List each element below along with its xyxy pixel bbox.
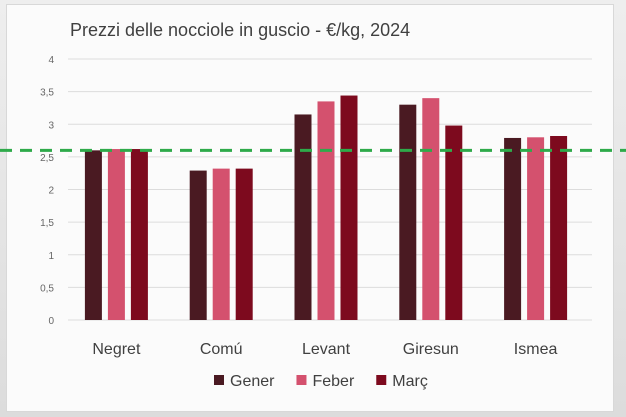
bar-gener-levant	[294, 114, 312, 321]
category-label: Comú	[200, 341, 243, 358]
y-tick-label: 0,5	[40, 283, 54, 294]
legend-label: Març	[392, 373, 428, 390]
legend-swatch-gener	[214, 375, 224, 385]
bar-gener-comú	[189, 170, 207, 320]
category-label: Negret	[92, 341, 141, 358]
y-tick-label: 2	[48, 186, 54, 197]
legend-label: Gener	[230, 373, 275, 390]
y-tick-label: 3,5	[40, 88, 54, 99]
bar-feber-comú	[212, 168, 230, 320]
bar-gener-giresun	[399, 104, 417, 320]
bar-feber-giresun	[422, 98, 440, 321]
legend-label: Feber	[312, 373, 354, 390]
chart-title: Prezzi delle nocciole in guscio - €/kg, …	[70, 20, 411, 40]
y-tick-label: 0	[48, 316, 54, 327]
y-tick-label: 1	[48, 251, 54, 262]
y-tick-label: 1,5	[40, 218, 54, 229]
bar-març-levant	[340, 95, 358, 320]
bar-març-ismea	[550, 135, 568, 320]
bar-feber-negret	[107, 149, 125, 320]
y-tick-label: 2,5	[40, 153, 54, 164]
y-tick-label: 4	[48, 55, 54, 66]
bar-març-comú	[235, 168, 253, 320]
bar-març-giresun	[445, 125, 463, 321]
category-label: Ismea	[514, 341, 558, 358]
bar-gener-ismea	[504, 137, 522, 320]
bar-feber-ismea	[527, 137, 545, 320]
category-label: Levant	[302, 341, 351, 358]
category-label: Giresun	[403, 341, 459, 358]
legend-swatch-feber	[296, 375, 307, 385]
bar-març-negret	[130, 149, 148, 320]
bar-gener-negret	[84, 150, 102, 320]
legend-swatch-març	[376, 375, 387, 385]
y-tick-label: 3	[48, 120, 54, 131]
bar-feber-levant	[317, 101, 335, 320]
